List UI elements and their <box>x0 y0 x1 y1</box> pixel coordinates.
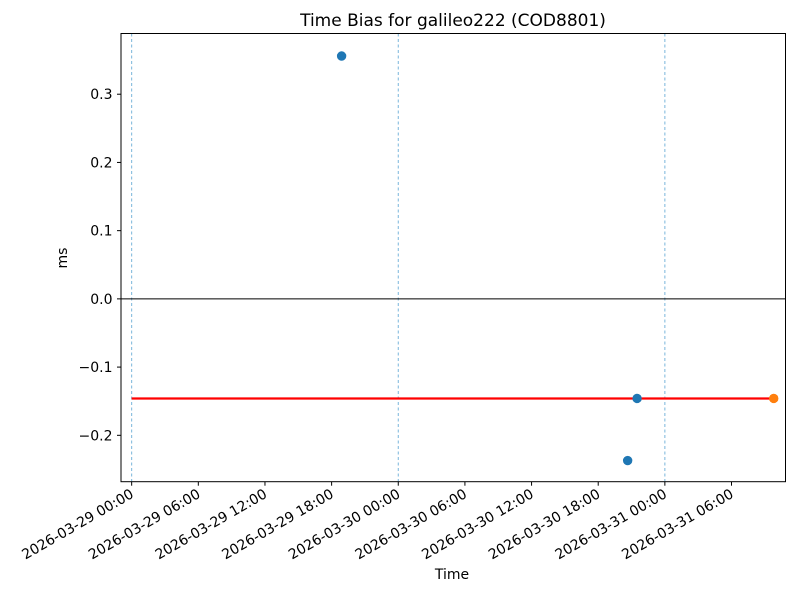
x-tick-label: 2026-03-31 06:00 <box>619 486 736 563</box>
time-bias-points-marker <box>632 393 642 404</box>
y-tick-label: 0.1 <box>90 224 112 240</box>
plot-border <box>120 33 786 483</box>
y-tick-label: 0.2 <box>90 155 112 171</box>
time-bias-points-marker <box>622 455 633 466</box>
x-tick-label: 2026-03-29 00:00 <box>19 486 136 563</box>
y-tick-label: 0.3 <box>90 87 112 103</box>
line-layer <box>121 298 786 400</box>
point-layer <box>336 51 779 466</box>
x-tick-label: 2026-03-31 00:00 <box>553 486 670 563</box>
y-tick-label: −0.2 <box>79 428 113 444</box>
latest-bias-point-marker <box>769 393 779 404</box>
y-axis-label: ms <box>55 248 71 269</box>
chart-title: Time Bias for galileo222 (COD8801) <box>299 11 606 31</box>
x-tick-label: 2026-03-30 00:00 <box>286 486 403 563</box>
y-tick-label: −0.1 <box>79 360 113 376</box>
x-tick-label: 2026-03-29 06:00 <box>86 486 203 563</box>
x-tick-label: 2026-03-30 18:00 <box>486 486 603 563</box>
time-bias-points-marker <box>336 51 347 61</box>
x-tick-label: 2026-03-30 06:00 <box>353 486 470 563</box>
gridline-layer <box>131 33 666 482</box>
x-tick-label: 2026-03-29 18:00 <box>219 486 336 563</box>
x-axis-label: Time <box>434 567 469 583</box>
x-tick-label: 2026-03-29 12:00 <box>153 486 270 563</box>
y-tick-label: 0.0 <box>90 292 112 308</box>
x-tick-label: 2026-03-30 12:00 <box>419 486 536 563</box>
